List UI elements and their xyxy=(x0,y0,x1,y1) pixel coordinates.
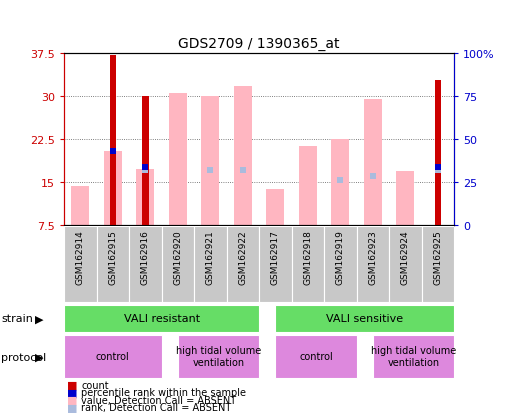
Bar xyxy=(202,97,219,225)
Bar xyxy=(104,152,122,225)
Bar xyxy=(299,147,317,225)
Text: ▶: ▶ xyxy=(35,313,44,323)
Text: GSM162924: GSM162924 xyxy=(401,230,410,284)
Bar xyxy=(162,227,194,302)
Bar xyxy=(129,227,162,302)
Bar xyxy=(178,335,259,378)
Text: ■: ■ xyxy=(67,380,77,390)
Text: GSM162917: GSM162917 xyxy=(271,230,280,285)
Bar xyxy=(373,335,454,378)
Bar xyxy=(227,227,259,302)
Text: GSM162919: GSM162919 xyxy=(336,230,345,285)
Text: value, Detection Call = ABSENT: value, Detection Call = ABSENT xyxy=(81,395,236,405)
Text: rank, Detection Call = ABSENT: rank, Detection Call = ABSENT xyxy=(81,402,231,412)
Bar xyxy=(389,227,422,302)
Text: count: count xyxy=(81,380,109,390)
Text: strain: strain xyxy=(1,313,33,323)
Text: percentile rank within the sample: percentile rank within the sample xyxy=(81,387,246,397)
Bar xyxy=(291,227,324,302)
Text: VALI resistant: VALI resistant xyxy=(124,313,200,323)
Bar xyxy=(275,305,454,332)
Text: GSM162922: GSM162922 xyxy=(239,230,247,284)
Bar xyxy=(110,55,116,225)
Text: control: control xyxy=(96,351,130,361)
Text: GSM162921: GSM162921 xyxy=(206,230,215,285)
Bar xyxy=(435,81,441,225)
Bar xyxy=(169,94,187,225)
Bar xyxy=(275,335,357,378)
Bar xyxy=(364,100,382,225)
Bar xyxy=(142,97,149,225)
Text: ■: ■ xyxy=(67,387,77,397)
Text: high tidal volume
ventilation: high tidal volume ventilation xyxy=(371,346,456,367)
Bar xyxy=(64,227,96,302)
Bar xyxy=(64,305,259,332)
Text: GSM162920: GSM162920 xyxy=(173,230,182,285)
Bar xyxy=(234,87,252,225)
Text: VALI sensitive: VALI sensitive xyxy=(326,313,403,323)
Title: GDS2709 / 1390365_at: GDS2709 / 1390365_at xyxy=(179,37,340,51)
Text: GSM162914: GSM162914 xyxy=(76,230,85,285)
Bar xyxy=(324,227,357,302)
Text: GSM162915: GSM162915 xyxy=(108,230,117,285)
Bar xyxy=(266,190,284,225)
Text: GSM162918: GSM162918 xyxy=(303,230,312,285)
Bar xyxy=(64,335,162,378)
Bar xyxy=(357,227,389,302)
Bar xyxy=(422,227,454,302)
Text: ■: ■ xyxy=(67,395,77,405)
Bar xyxy=(397,172,414,225)
Bar xyxy=(96,227,129,302)
Bar xyxy=(194,227,227,302)
Bar xyxy=(71,187,89,225)
Bar xyxy=(259,227,291,302)
Text: GSM162916: GSM162916 xyxy=(141,230,150,285)
Text: high tidal volume
ventilation: high tidal volume ventilation xyxy=(176,346,261,367)
Text: GSM162925: GSM162925 xyxy=(433,230,442,285)
Text: ▶: ▶ xyxy=(35,352,44,362)
Text: protocol: protocol xyxy=(1,352,46,362)
Text: ■: ■ xyxy=(67,402,77,412)
Bar xyxy=(331,140,349,225)
Text: control: control xyxy=(299,351,333,361)
Text: GSM162923: GSM162923 xyxy=(368,230,377,285)
Bar xyxy=(136,170,154,225)
